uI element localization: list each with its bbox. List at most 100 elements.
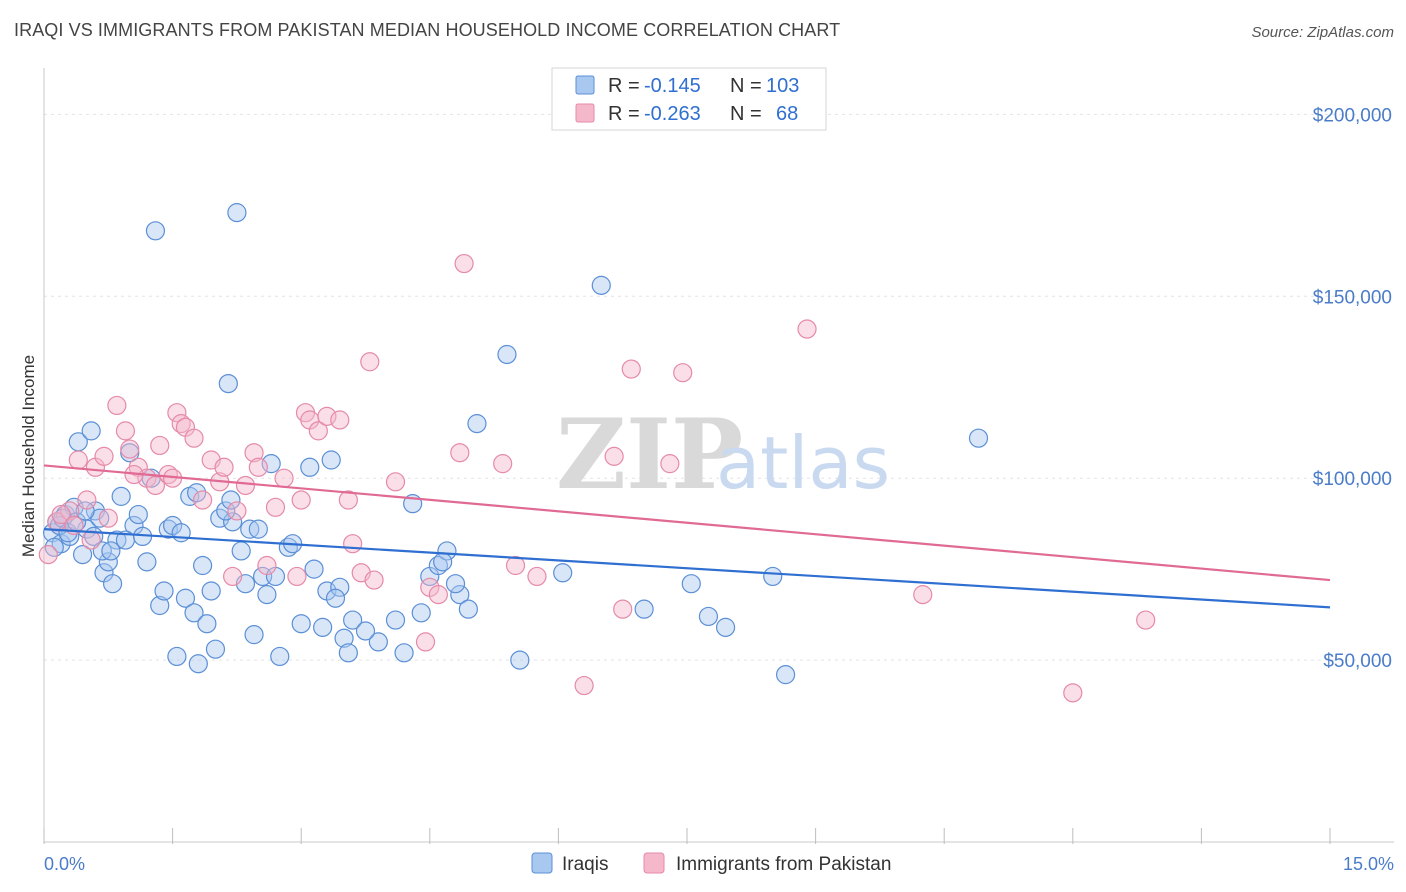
point-pakistan-37 [338,490,358,510]
correlation-legend: R = -0.145 N = 103 R = -0.263 N = 68 [551,67,827,131]
point-pakistan-29 [265,497,286,517]
y-tick-label-2: $150,000 [1313,287,1392,308]
point-iraqis-58 [385,610,406,630]
chart-title: IRAQI VS IMMIGRANTS FROM PAKISTAN MEDIAN… [14,20,841,40]
point-pakistan-10 [120,439,140,459]
point-pakistan-58 [913,585,933,605]
point-iraqis-16 [111,486,131,506]
trend-line-iraqis [43,528,1331,609]
point-iraqis-39 [227,203,247,223]
point-pakistan-9 [115,421,136,441]
point-pakistan-6 [94,446,114,466]
point-iraqis-65 [467,414,487,434]
point-iraqis-46 [261,454,281,474]
y-tick-label-3: $200,000 [1313,105,1392,126]
point-iraqis-49 [291,614,311,634]
point-iraqis-56 [343,610,363,630]
legend-swatch-pakistan [575,103,595,123]
point-iraqis-101 [433,552,453,572]
point-iraqis-47 [270,646,290,667]
point-pakistan-27 [248,457,268,477]
point-pakistan-51 [574,675,594,696]
legend-r-value-iraqis: -0.145 [644,75,701,97]
point-iraqis-34 [201,581,221,601]
point-pakistan-49 [505,555,526,576]
y-tick-label-1: $100,000 [1313,469,1392,490]
point-pakistan-19 [184,428,204,448]
point-iraqis-67 [510,650,530,670]
point-pakistan-63 [81,530,101,550]
point-pakistan-41 [364,570,384,590]
trend-lines [43,464,1331,609]
point-pakistan-24 [227,501,247,521]
data-points [38,203,1156,703]
point-pakistan-0 [38,544,58,565]
point-pakistan-34 [308,421,328,441]
point-pakistan-20 [193,490,213,510]
point-pakistan-52 [604,446,624,466]
point-iraqis-43 [244,625,264,645]
point-iraqis-54 [330,577,350,597]
point-iraqis-40 [231,541,251,561]
source-credit: Source: ZipAtlas.com [1251,24,1394,41]
point-pakistan-40 [360,352,380,372]
legend-r-value-pakistan: -0.263 [644,103,701,125]
point-pakistan-8 [107,395,127,416]
point-iraqis-50 [300,457,320,477]
point-pakistan-23 [214,457,234,477]
point-iraqis-68 [553,563,573,583]
legend-n-label-pakistan: N = [730,103,762,125]
point-pakistan-54 [621,359,641,379]
point-iraqis-31 [188,654,208,674]
series-legend-swatch-iraqis [531,852,553,874]
legend-n-value-iraqis: 103 [766,75,799,97]
point-iraqis-73 [715,617,736,637]
point-pakistan-56 [673,363,693,383]
point-pakistan-16 [167,403,187,423]
point-iraqis-38 [223,512,243,532]
point-iraqis-102 [445,574,466,594]
legend-n-label-iraqis: N = [730,75,762,97]
point-pakistan-45 [428,585,448,605]
point-iraqis-99 [394,643,414,663]
x-tick-label-max: 15.0% [1343,854,1394,874]
point-pakistan-7 [98,508,118,528]
y-tick-label-0: $50,000 [1323,651,1392,672]
watermark: ZIP atlas [556,398,890,511]
point-iraqis-55 [334,628,354,648]
point-pakistan-59 [1063,683,1083,703]
point-iraqis-9 [81,421,101,441]
point-iraqis-96 [325,588,346,608]
legend-swatch-iraqis [575,75,595,95]
point-iraqis-28 [175,588,196,608]
point-iraqis-20 [137,552,157,572]
x-tick-label-min: 0.0% [44,854,85,874]
point-pakistan-48 [493,454,513,474]
point-iraqis-24 [154,581,174,601]
series-legend: Iraqis Immigrants from Pakistan [531,852,891,875]
point-pakistan-47 [454,253,474,274]
point-pakistan-25 [235,475,256,496]
point-iraqis-100 [411,603,431,623]
point-iraqis-74 [763,566,783,587]
trend-line-pakistan [43,464,1331,582]
point-iraqis-51 [313,617,333,637]
point-iraqis-92 [248,519,268,539]
point-iraqis-63 [450,585,470,605]
axes [43,68,1394,844]
point-pakistan-60 [1136,610,1156,630]
point-iraqis-88 [171,523,191,543]
point-pakistan-61 [51,504,71,525]
point-iraqis-75 [775,665,796,685]
point-pakistan-66 [223,566,243,587]
point-pakistan-43 [415,632,436,652]
series-legend-label-iraqis: Iraqis [562,854,608,875]
series-legend-swatch-pakistan [643,852,665,874]
point-iraqis-27 [167,646,187,667]
legend-r-label-iraqis: R = [608,75,640,97]
point-pakistan-50 [527,566,547,587]
point-pakistan-53 [613,599,633,619]
point-pakistan-4 [77,490,97,510]
y-axis-label: Median Household Income [19,355,38,557]
